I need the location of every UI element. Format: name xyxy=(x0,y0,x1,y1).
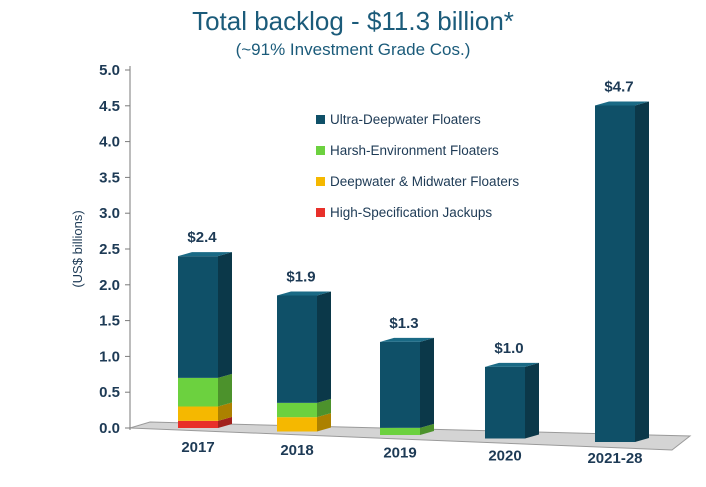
bar-segment xyxy=(277,417,317,432)
y-tick-label: 1.0 xyxy=(99,348,120,365)
x-tick-label: 2019 xyxy=(383,445,416,462)
bar-segment xyxy=(277,295,317,403)
data-label: $1.9 xyxy=(286,268,315,285)
bar-segment xyxy=(380,341,420,428)
data-label: $2.4 xyxy=(187,229,217,246)
y-tick-label: 4.0 xyxy=(99,134,120,151)
legend-swatch xyxy=(316,177,325,186)
chart-title: Total backlog - $11.3 billion* xyxy=(192,6,514,36)
legend-swatch xyxy=(316,208,325,217)
chart-subtitle: (~91% Investment Grade Cos.) xyxy=(235,40,471,59)
bar-segment-side xyxy=(317,291,331,403)
legend-swatch xyxy=(316,146,325,155)
legend-label: High-Specification Jackups xyxy=(330,205,492,220)
legend-label: Deepwater & Midwater Floaters xyxy=(330,174,519,189)
bar-segment xyxy=(178,406,218,421)
y-tick-label: 1.5 xyxy=(99,313,120,330)
bar-top-face xyxy=(178,252,232,257)
bar-segment-side xyxy=(420,337,434,428)
bar-segment-side xyxy=(218,402,232,421)
y-tick-label: 0.5 xyxy=(99,384,120,401)
bar-segment xyxy=(595,105,635,442)
bar-segment-side xyxy=(218,373,232,407)
x-tick-label: 2020 xyxy=(488,447,521,464)
data-label: $1.3 xyxy=(389,315,418,332)
y-tick-label: 4.5 xyxy=(99,98,120,115)
legend-label: Ultra-Deepwater Floaters xyxy=(330,112,481,127)
bar-segment xyxy=(178,377,218,407)
y-tick-label: 5.0 xyxy=(99,62,120,79)
legend-label: Harsh-Environment Floaters xyxy=(330,143,499,158)
x-tick-label: 2018 xyxy=(280,442,313,459)
bar-segment xyxy=(178,256,218,378)
bar-segment xyxy=(178,420,218,428)
bar-segment-side xyxy=(317,413,331,432)
bar-segment-side xyxy=(218,416,232,428)
data-label: $4.7 xyxy=(604,78,633,95)
bar-segment-side xyxy=(218,252,232,378)
bar-top-face xyxy=(485,362,539,367)
bar-segment-side xyxy=(317,398,331,418)
legend-swatch xyxy=(316,115,325,124)
y-tick-label: 2.0 xyxy=(99,277,120,294)
bar-top-face xyxy=(277,291,331,296)
bar-segment-side xyxy=(420,423,434,435)
x-tick-label: 2017 xyxy=(181,439,214,456)
chart-floor xyxy=(129,421,692,451)
bar-segment-side xyxy=(635,101,649,442)
y-tick-label: 3.0 xyxy=(99,205,120,222)
y-tick-label: 2.5 xyxy=(99,241,120,258)
data-label: $1.0 xyxy=(494,340,523,357)
y-tick-label: 3.5 xyxy=(99,169,120,186)
bar-top-face xyxy=(595,101,649,106)
bar-segment xyxy=(380,427,420,435)
bar-segment xyxy=(485,366,525,439)
bar-segment-side xyxy=(525,362,539,439)
x-tick-label: 2021-28 xyxy=(587,450,642,467)
y-axis-title: (US$ billions) xyxy=(70,210,85,287)
bar-top-face xyxy=(380,337,434,342)
bar-segment xyxy=(277,402,317,418)
y-tick-label: 0.0 xyxy=(99,420,120,437)
